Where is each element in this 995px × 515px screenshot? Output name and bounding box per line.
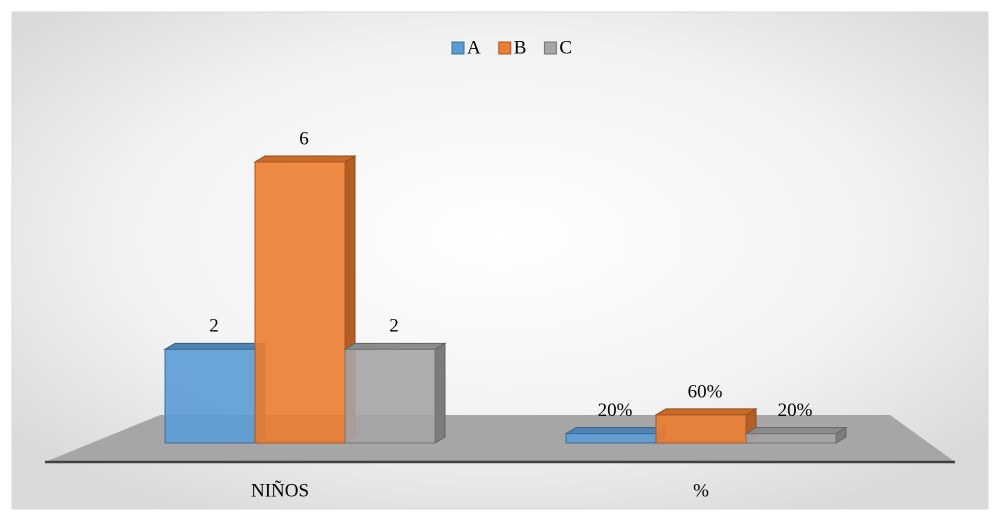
data-label: 20% xyxy=(778,400,813,421)
x-tick-label: % xyxy=(693,480,709,501)
data-label: 6 xyxy=(299,128,309,149)
bar-top xyxy=(744,427,848,435)
bar-top xyxy=(343,342,447,350)
data-label: 20% xyxy=(598,400,633,421)
legend-swatch xyxy=(498,41,512,55)
legend-label: A xyxy=(467,37,481,58)
legend-label: C xyxy=(559,37,572,58)
legend-swatch xyxy=(451,41,465,55)
bar-top xyxy=(564,427,668,435)
bar xyxy=(745,433,837,444)
bar xyxy=(164,348,256,444)
legend-swatch xyxy=(543,41,557,55)
bar xyxy=(655,414,747,444)
bars xyxy=(163,155,848,444)
data-label: 2 xyxy=(209,316,219,337)
bar xyxy=(254,161,346,444)
legend: A B C xyxy=(451,37,572,58)
data-label: 60% xyxy=(688,381,723,402)
data-label: 2 xyxy=(389,316,399,337)
bar xyxy=(344,348,436,444)
bar-top xyxy=(654,408,758,416)
bar-top xyxy=(253,155,357,163)
bar xyxy=(565,433,657,444)
legend-label: B xyxy=(514,37,527,58)
x-tick-label: NIÑOS xyxy=(251,479,309,501)
bar-top xyxy=(163,342,267,350)
bar-side xyxy=(434,342,446,444)
